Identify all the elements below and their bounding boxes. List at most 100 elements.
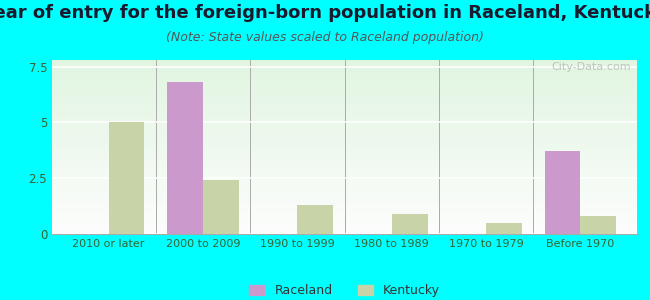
Bar [52, 199, 637, 201]
Bar [52, 185, 637, 187]
Bar [52, 152, 637, 154]
Bar [52, 77, 637, 79]
Bar [52, 206, 637, 208]
Bar [52, 215, 637, 217]
Bar [52, 208, 637, 210]
Bar [52, 169, 637, 171]
Bar [167, 82, 203, 234]
Bar [52, 217, 637, 218]
Bar [52, 190, 637, 192]
Bar [52, 212, 637, 213]
Bar [52, 128, 637, 130]
Bar [52, 105, 637, 107]
Bar [52, 159, 637, 161]
Bar [52, 82, 637, 84]
Bar [52, 100, 637, 102]
Bar [52, 196, 637, 197]
Bar [297, 205, 333, 234]
Bar [52, 171, 637, 173]
Bar [52, 180, 637, 182]
Bar [52, 187, 637, 189]
Bar [52, 72, 637, 74]
Bar [52, 69, 637, 70]
Bar [52, 117, 637, 119]
Bar [52, 90, 637, 91]
Bar [52, 166, 637, 168]
Bar [52, 192, 637, 194]
Bar [52, 114, 637, 116]
Text: Year of entry for the foreign-born population in Raceland, Kentucky: Year of entry for the foreign-born popul… [0, 4, 650, 22]
Bar [52, 76, 637, 77]
Bar [52, 70, 637, 72]
Bar [52, 201, 637, 203]
Bar [580, 216, 616, 234]
Bar [109, 122, 144, 234]
Bar [52, 64, 637, 65]
Bar [52, 95, 637, 97]
Bar [52, 84, 637, 86]
Bar [52, 147, 637, 149]
Bar [52, 204, 637, 206]
Bar [52, 156, 637, 158]
Bar [486, 223, 522, 234]
Bar [392, 214, 428, 234]
Bar [52, 81, 637, 82]
Bar [203, 181, 239, 234]
Bar [52, 110, 637, 112]
Bar [52, 130, 637, 131]
Bar [52, 210, 637, 212]
Bar [52, 225, 637, 227]
Bar [52, 88, 637, 90]
Bar [52, 103, 637, 105]
Legend: Raceland, Kentucky: Raceland, Kentucky [246, 280, 443, 300]
Bar [52, 197, 637, 199]
Text: (Note: State values scaled to Raceland population): (Note: State values scaled to Raceland p… [166, 32, 484, 44]
Bar [52, 135, 637, 137]
Bar [52, 109, 637, 110]
Bar [52, 218, 637, 220]
Bar [52, 140, 637, 142]
Bar [52, 86, 637, 88]
Bar [52, 161, 637, 163]
Bar [52, 121, 637, 123]
Bar [52, 182, 637, 184]
Bar [52, 74, 637, 76]
Bar [52, 163, 637, 164]
Bar [52, 123, 637, 124]
Bar [52, 164, 637, 166]
Bar [52, 168, 637, 170]
Bar [52, 119, 637, 121]
Bar [545, 152, 580, 234]
Bar [52, 184, 637, 185]
Bar [52, 145, 637, 147]
Bar [52, 126, 637, 128]
Bar [52, 65, 637, 67]
Bar [52, 232, 637, 234]
Bar [52, 79, 637, 81]
Bar [52, 173, 637, 175]
Bar [52, 175, 637, 177]
Bar [52, 189, 637, 190]
Bar [52, 213, 637, 215]
Bar [52, 107, 637, 109]
Bar [52, 158, 637, 159]
Bar [52, 102, 637, 103]
Bar [52, 178, 637, 180]
Bar [52, 124, 637, 126]
Bar [52, 154, 637, 156]
Bar [52, 203, 637, 204]
Bar [52, 149, 637, 151]
Bar [52, 143, 637, 145]
Bar [52, 220, 637, 222]
Bar [52, 112, 637, 114]
Bar [52, 222, 637, 224]
Bar [52, 229, 637, 230]
Bar [52, 97, 637, 98]
Bar [52, 151, 637, 152]
Bar [52, 136, 637, 138]
Bar [52, 230, 637, 232]
Bar [52, 142, 637, 143]
Bar [52, 131, 637, 133]
Bar [52, 194, 637, 196]
Bar [52, 91, 637, 93]
